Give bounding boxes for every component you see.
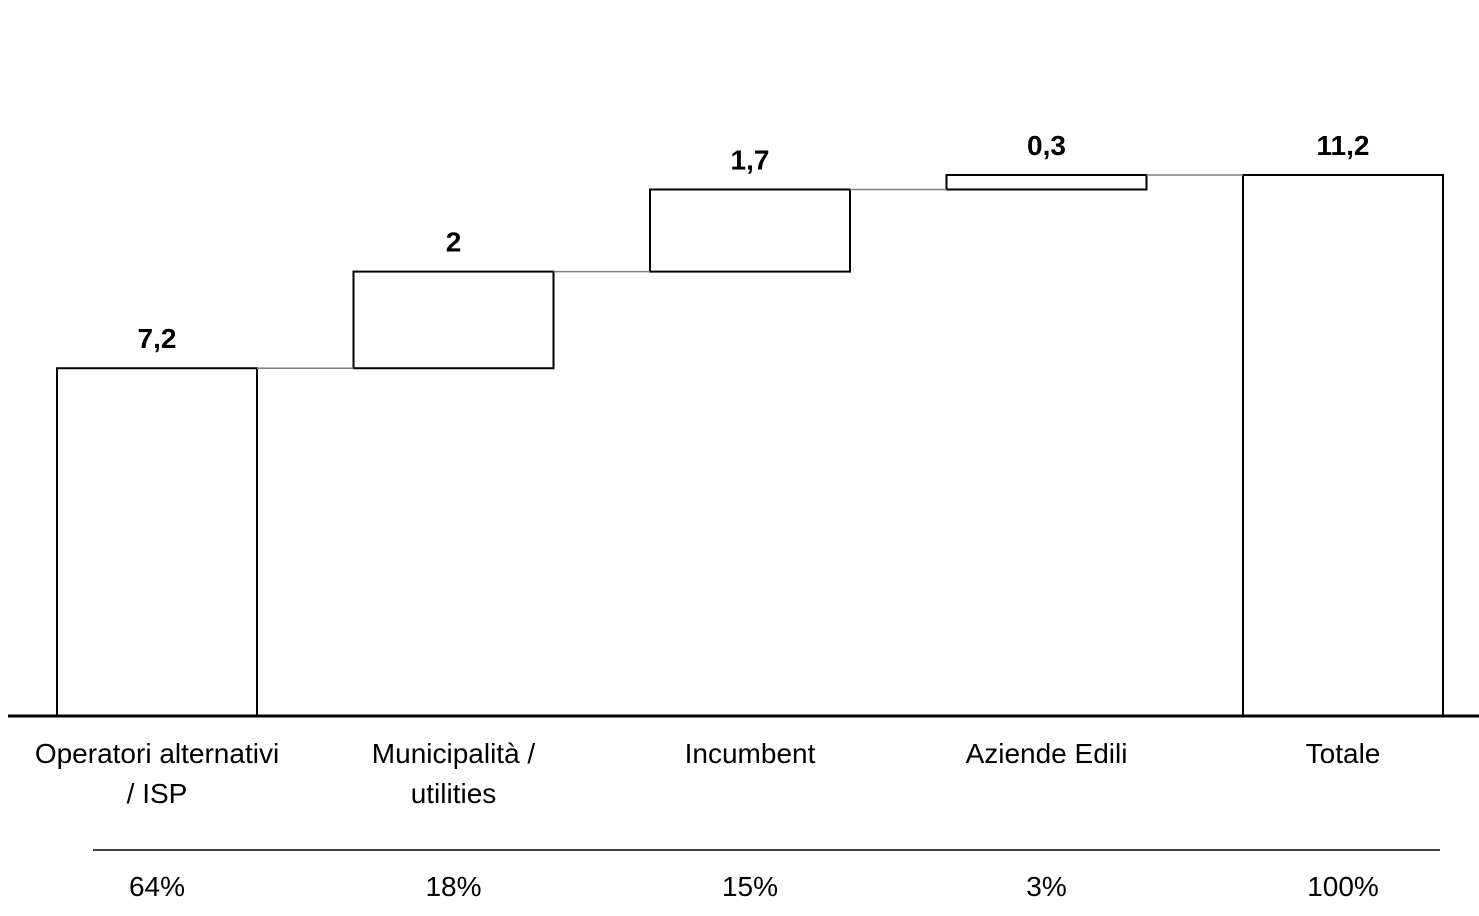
category-label-line: Aziende Edili <box>966 738 1128 769</box>
connectors-layer <box>257 174 1243 369</box>
value-label-3: 0,3 <box>1027 130 1066 161</box>
category-label-3: Aziende Edili <box>966 738 1128 769</box>
category-label-2: Incumbent <box>685 738 816 769</box>
category-labels-layer: Operatori alternativi / ISP Municipalità /… <box>35 738 1381 809</box>
bar-4 <box>1242 174 1444 717</box>
share-label-1: 18% <box>425 871 481 902</box>
share-label-0: 64% <box>129 871 185 902</box>
bar-0 <box>56 367 258 717</box>
bar-1 <box>352 270 555 370</box>
bar-2 <box>649 188 851 273</box>
category-label-line: Incumbent <box>685 738 816 769</box>
value-label-4: 11,2 <box>1317 130 1370 161</box>
share-label-4: 100% <box>1307 871 1379 902</box>
value-label-0: 7,2 <box>138 323 177 354</box>
category-label-4: Totale <box>1306 738 1381 769</box>
category-label-0: Operatori alternativi / ISP <box>35 738 279 809</box>
category-label-1: Municipalità / utilities <box>372 738 536 809</box>
share-labels-layer: 64% 18% 15% 3% 100% <box>129 871 1379 902</box>
value-label-1: 2 <box>446 227 462 258</box>
category-label-line: Operatori alternativi <box>35 738 279 769</box>
bars-layer <box>56 174 1444 717</box>
value-label-2: 1,7 <box>731 144 770 175</box>
category-label-line: Totale <box>1306 738 1381 769</box>
share-label-2: 15% <box>722 871 778 902</box>
value-labels-layer: 7,2 2 1,7 0,3 11,2 <box>138 130 1370 354</box>
category-label-line: Municipalità / <box>372 738 536 769</box>
category-label-line: utilities <box>411 778 497 809</box>
category-label-line: / ISP <box>127 778 188 809</box>
bar-3 <box>945 174 1148 191</box>
share-label-3: 3% <box>1026 871 1066 902</box>
